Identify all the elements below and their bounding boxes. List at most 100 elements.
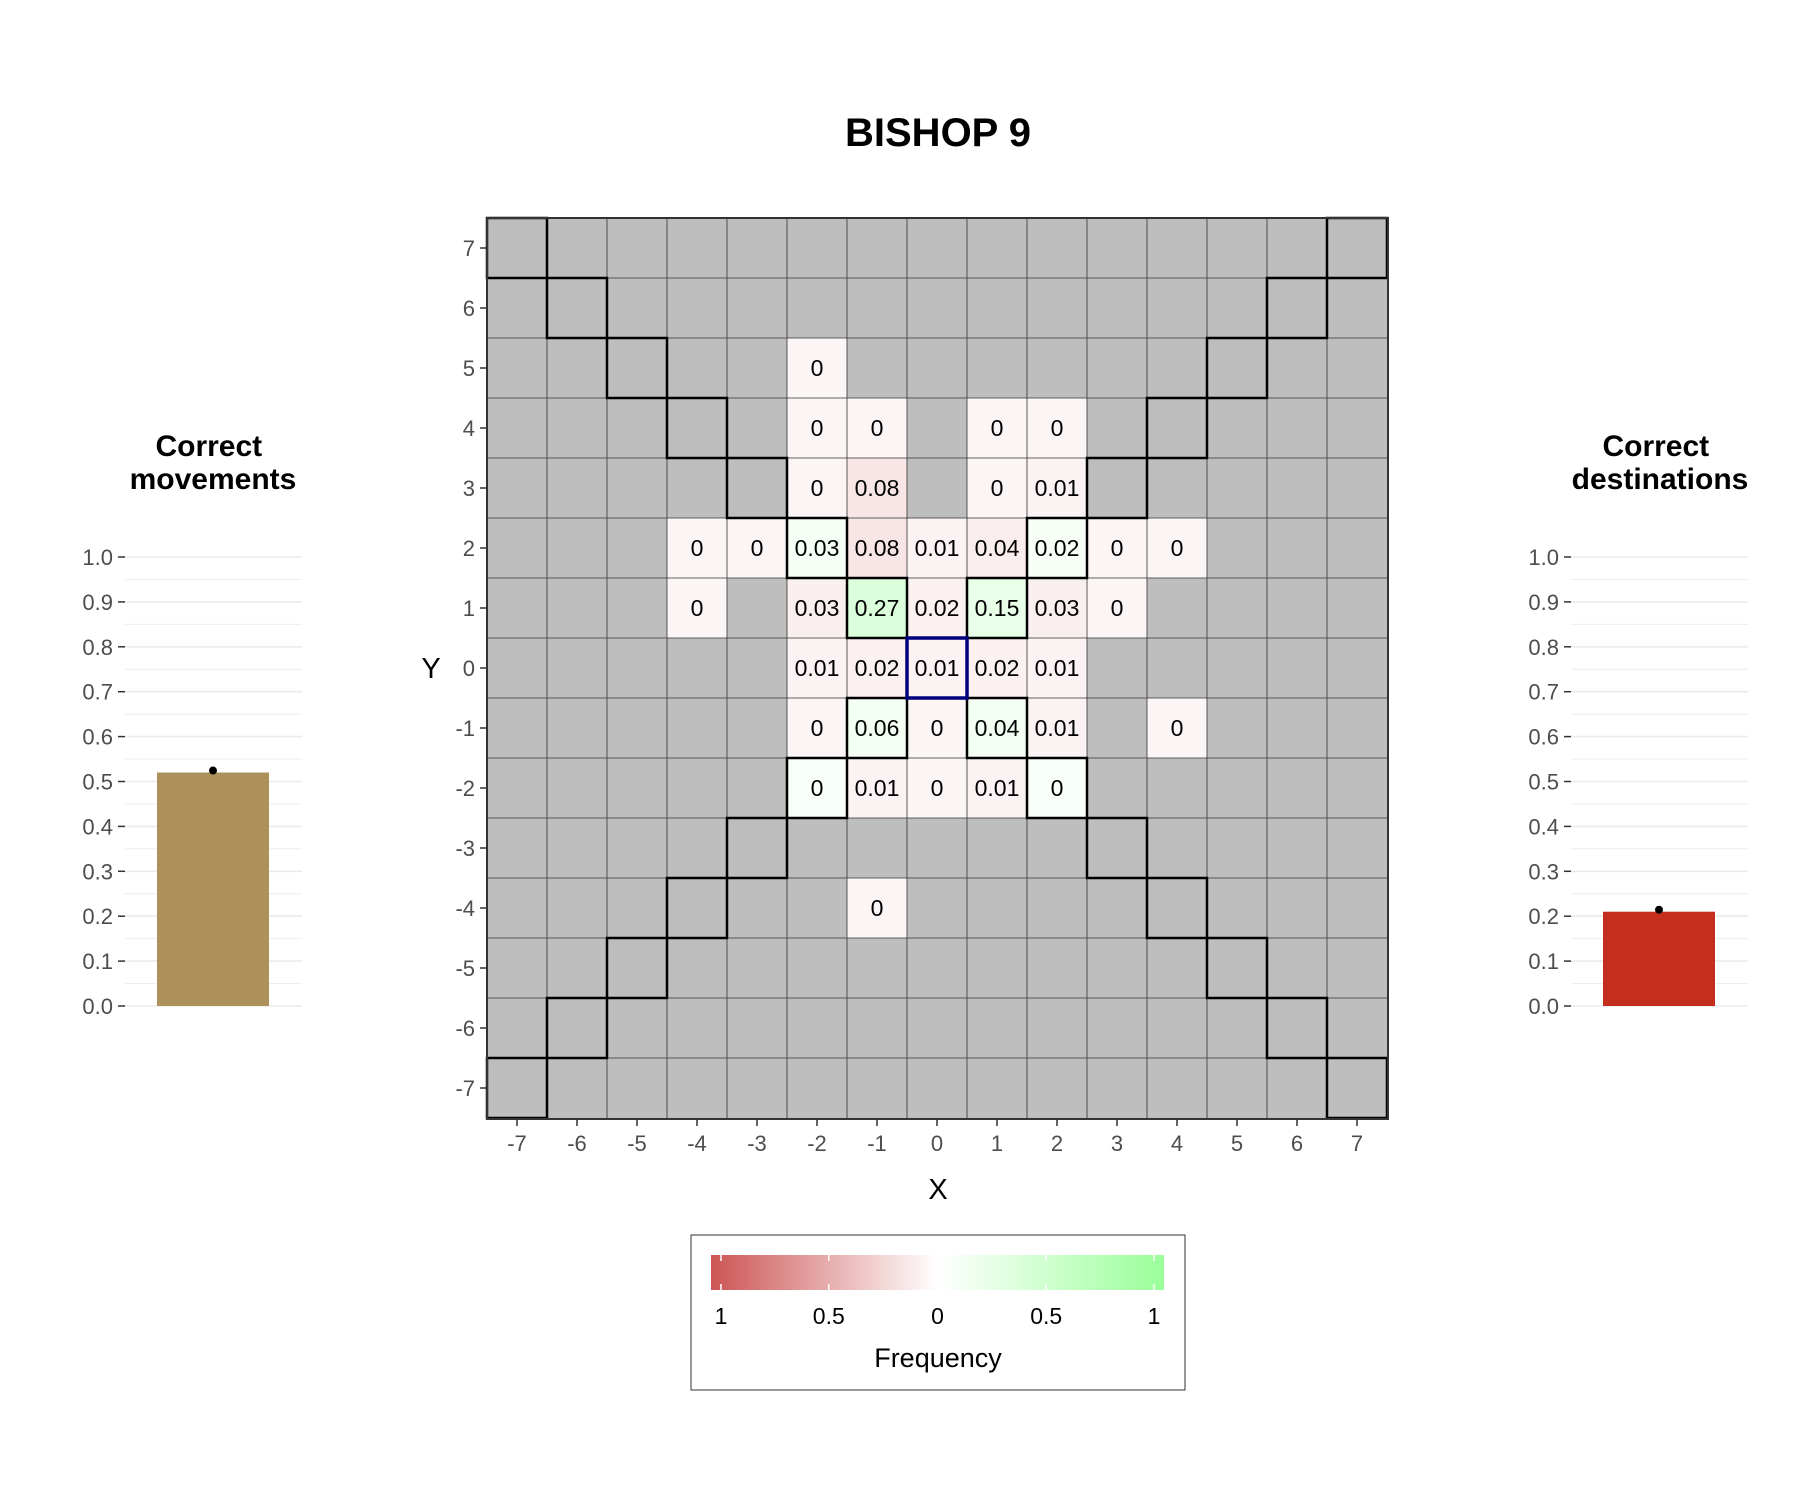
legal-destination-outline (965, 696, 1029, 760)
bar-y-tick-label: 0.6 (82, 725, 113, 750)
y-tick-label: -6 (455, 1016, 475, 1041)
y-tick-label: -3 (455, 836, 475, 861)
cell-value-label: 0 (871, 895, 884, 921)
correct-movements-point (209, 766, 217, 775)
heatmap-cell (847, 398, 907, 458)
cell-value-label: 0.06 (855, 715, 900, 741)
cell-value-label: 0.03 (795, 535, 840, 561)
x-tick-label: 6 (1291, 1131, 1303, 1156)
y-tick-label: 7 (463, 236, 475, 261)
heatmap-cell (847, 698, 907, 758)
heatmap-cell (907, 518, 967, 578)
cell-value-label: 0.01 (1035, 655, 1080, 681)
x-tick-label: 1 (991, 1131, 1003, 1156)
heatmap-cell (967, 458, 1027, 518)
x-tick-label: -3 (747, 1131, 767, 1156)
x-axis-title: X (928, 1174, 947, 1206)
legal-destination-outline (965, 576, 1029, 640)
bar-y-tick-label: 0.1 (82, 949, 113, 974)
legal-destination-outlines (485, 216, 1389, 1120)
legal-destination-outline (1085, 456, 1149, 520)
legal-destination-outline (1205, 936, 1269, 1000)
legend-tick-label: 0.5 (1030, 1303, 1062, 1329)
heatmap-cell (847, 458, 907, 518)
bar-y-tick-label: 0.3 (82, 859, 113, 884)
heatmap-cell (967, 698, 1027, 758)
cell-value-label: 0.01 (915, 655, 960, 681)
heatmap-cell (787, 398, 847, 458)
cell-value-label: 0 (931, 715, 944, 741)
heatmap-cell (967, 758, 1027, 818)
heatmap-cell (1147, 518, 1207, 578)
heatmap-cell (787, 578, 847, 638)
cell-value-label: 0 (811, 715, 824, 741)
legend-tick-label: 1 (1148, 1303, 1161, 1329)
cell-value-label: 0.01 (855, 775, 900, 801)
heatmap-cell (787, 458, 847, 518)
x-tick-label: 2 (1051, 1131, 1063, 1156)
cell-value-label: 0.01 (795, 655, 840, 681)
legal-destination-outline (605, 336, 669, 400)
heatmap-cell (1027, 578, 1087, 638)
x-tick-label: 5 (1231, 1131, 1243, 1156)
heatmap-cell (1027, 698, 1087, 758)
legal-destination-outline (1025, 516, 1089, 580)
x-tick-label: 4 (1171, 1131, 1183, 1156)
bar-y-tick-label: 0.1 (1528, 949, 1559, 974)
correct-destinations-y-ticks: 0.0 0.1 0.2 0.3 0.4 0.5 0.6 0.7 0.8 0.9 1.0 (1528, 545, 1571, 1019)
heatmap-cell (847, 578, 907, 638)
correct-movements-bar (157, 772, 269, 1006)
cell-value-label: 0.01 (1035, 715, 1080, 741)
bar-y-tick-label: 0.8 (82, 635, 113, 660)
cell-value-label: 0 (991, 415, 1004, 441)
heatmap-cell (1087, 578, 1147, 638)
x-tick-label: -6 (567, 1131, 587, 1156)
y-tick-label: 5 (463, 356, 475, 381)
bar-y-tick-label: 1.0 (1528, 545, 1559, 570)
legend-tick-label: 0 (931, 1303, 944, 1329)
chart-title: BISHOP 9 (845, 111, 1031, 155)
heatmap-cell (967, 578, 1027, 638)
cell-value-label: 0 (1111, 595, 1124, 621)
legal-destination-outline (605, 936, 669, 1000)
correct-movements-title: Correct movements (130, 430, 297, 496)
heatmap-panel: 0 0 0 0 0 0 0.08 0 0.01 0 0 0.03 0.08 0.01 0.04 0.02 0 0 0… (421, 216, 1389, 1206)
cell-value-label: 0.27 (855, 595, 900, 621)
cell-value-label: 0.01 (1035, 475, 1080, 501)
cell-value-label: 0.08 (855, 475, 900, 501)
y-tick-label: 0 (463, 656, 475, 681)
bar-y-tick-label: 0.2 (82, 904, 113, 929)
bar-y-tick-label: 0.6 (1528, 725, 1559, 750)
cell-value-label: 0 (811, 775, 824, 801)
legal-destination-outline (1145, 876, 1209, 940)
legend-tick-label: 1 (715, 1303, 728, 1329)
legal-destination-outline (725, 816, 789, 880)
x-tick-label: -5 (627, 1131, 647, 1156)
y-tick-label: -4 (455, 896, 475, 921)
cell-value-label: 0.02 (975, 655, 1020, 681)
bar-y-tick-label: 0.5 (1528, 770, 1559, 795)
heatmap-cell (847, 758, 907, 818)
x-tick-label: -2 (807, 1131, 827, 1156)
bar-y-tick-label: 0.7 (82, 680, 113, 705)
y-tick-label: 4 (463, 416, 475, 441)
legal-destination-outline (1205, 336, 1269, 400)
bar-y-tick-label: 0.9 (82, 590, 113, 615)
heatmap-cell (1027, 758, 1087, 818)
heatmap-cell (1147, 698, 1207, 758)
cell-value-label: 0 (991, 475, 1004, 501)
legal-destination-outline (1145, 396, 1209, 460)
heatmap-cell (667, 578, 727, 638)
heatmap-cell (1027, 638, 1087, 698)
cell-value-label: 0 (1051, 415, 1064, 441)
bar-y-tick-label: 0.9 (1528, 590, 1559, 615)
legal-destination-outline (785, 516, 849, 580)
heatmap-cell (907, 758, 967, 818)
heatmap-cell (967, 638, 1027, 698)
legal-destination-outline (725, 456, 789, 520)
heatmap-cell (907, 578, 967, 638)
y-tick-label: 1 (463, 596, 475, 621)
y-tick-label: -2 (455, 776, 475, 801)
heatmap-cell (1027, 398, 1087, 458)
legal-destination-outline (845, 696, 909, 760)
